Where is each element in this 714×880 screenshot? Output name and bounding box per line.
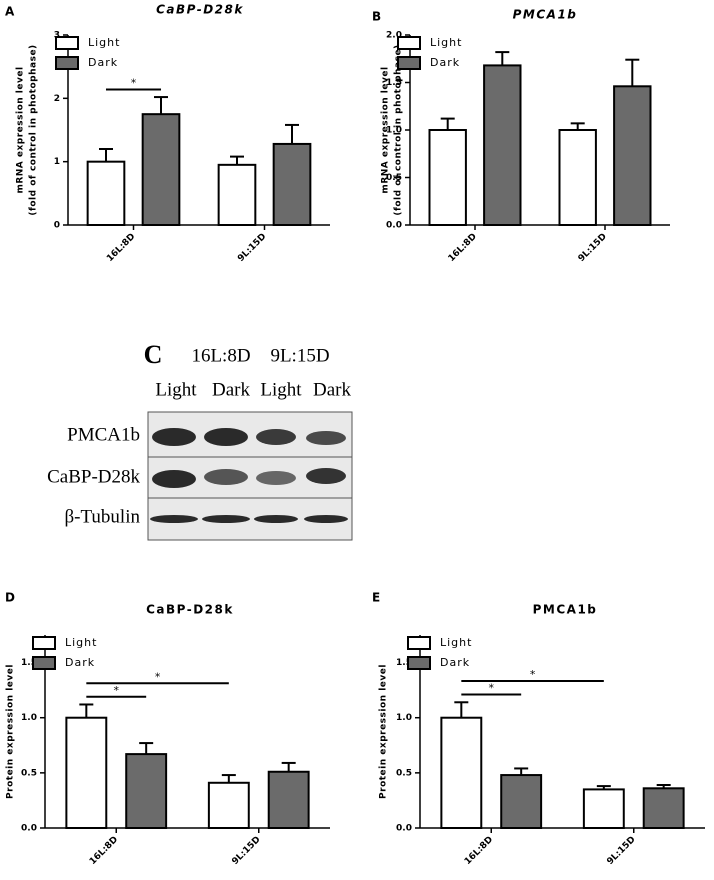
bar [428, 129, 467, 226]
bands [150, 428, 348, 523]
bar [483, 64, 522, 227]
bar [613, 85, 652, 226]
y-tick-label: 1.5 [21, 658, 37, 668]
bar [217, 163, 257, 226]
y-tick-label: 1.5 [386, 78, 402, 88]
y-axis-label: Protein expression level [6, 664, 16, 799]
y-axis-label: Protein expression level [379, 664, 389, 799]
bar [267, 770, 310, 829]
x-tick-label: 16L:8D [88, 835, 120, 867]
significance-label: * [131, 76, 137, 89]
panel-letter: E [372, 591, 380, 605]
y-axis-label: (fold of control in photophase) [394, 44, 404, 215]
bar [125, 753, 168, 830]
group-label: 9L:15D [270, 345, 329, 366]
chart-title: CaBP-D28k [146, 603, 234, 617]
y-axis-label: mRNA expression level [16, 66, 26, 193]
y-tick-label: 0.0 [21, 824, 37, 834]
row-label: β-Tubulin [65, 506, 141, 527]
x-tick-label: 9L:15D [605, 835, 637, 867]
y-tick-label: 0.5 [21, 768, 37, 778]
significance-label: * [114, 684, 120, 697]
significance-label: * [489, 682, 495, 695]
y-tick-label: 1.0 [21, 713, 37, 723]
legend-label: Light [65, 636, 97, 649]
legend-label: Dark [88, 56, 118, 69]
bar [642, 787, 685, 829]
lane-label: Light [155, 379, 197, 400]
y-tick-label: 3 [54, 31, 60, 41]
y-tick-label: 1.0 [396, 713, 412, 723]
panel-letter: C [144, 340, 163, 369]
x-tick-label: 16L:8D [447, 232, 479, 264]
legend-label: Dark [430, 56, 460, 69]
legend-swatch [397, 36, 421, 50]
y-axis-label: (fold of control in photophase) [29, 44, 39, 215]
y-tick-label: 2 [54, 94, 60, 104]
row-label: PMCA1b [67, 424, 140, 445]
y-tick-label: 0.0 [386, 221, 402, 231]
y-tick-label: 0.0 [396, 824, 412, 834]
significance-label: * [155, 670, 161, 683]
bar [440, 716, 483, 830]
bar [582, 788, 625, 830]
x-tick-label: 16L:8D [105, 232, 137, 264]
bar [558, 129, 597, 226]
chart-title: CaBP-D28k [156, 3, 244, 17]
panel-letter: D [5, 591, 15, 605]
x-tick-label: 9L:15D [577, 232, 609, 264]
y-tick-label: 0 [54, 221, 60, 231]
panel-letter: A [5, 5, 15, 19]
chart-title: PMCA1b [513, 8, 578, 22]
x-tick-label: 16L:8D [463, 835, 495, 867]
panel-letter: B [372, 10, 381, 24]
bar [65, 716, 108, 830]
y-tick-label: 0.5 [386, 173, 402, 183]
legend-swatch [32, 656, 56, 670]
significance-label: * [530, 668, 536, 681]
legend-swatch [407, 656, 431, 670]
bar [207, 781, 250, 829]
bar [86, 160, 126, 227]
legend-swatch [397, 56, 421, 70]
y-tick-label: 0.5 [396, 768, 412, 778]
legend-label: Dark [65, 656, 95, 669]
y-tick-label: 1 [54, 157, 60, 167]
x-tick-label: 9L:15D [230, 835, 262, 867]
lane-label: Light [260, 379, 302, 400]
legend-swatch [407, 636, 431, 650]
legend-swatch [55, 36, 79, 50]
y-tick-label: 1.5 [396, 658, 412, 668]
western-blot: C 16L:8D 9L:15D Light Dark Light Dark PM… [47, 340, 353, 541]
row-label: CaBP-D28k [47, 466, 140, 487]
bar [272, 142, 312, 226]
chart-title: PMCA1b [533, 603, 598, 617]
x-tick-label: 9L:15D [236, 232, 268, 264]
y-tick-label: 1.0 [386, 126, 402, 136]
lane-label: Dark [313, 379, 351, 400]
group-label: 16L:8D [191, 345, 250, 366]
legend-label: Light [440, 636, 472, 649]
y-tick-label: 2.0 [386, 31, 402, 41]
legend-label: Dark [440, 656, 470, 669]
y-axis-label: mRNA expression level [381, 66, 391, 193]
legend-swatch [55, 56, 79, 70]
lane-label: Dark [212, 379, 250, 400]
legend-label: Light [430, 36, 462, 49]
bar [141, 113, 181, 226]
bar [500, 774, 543, 830]
legend-label: Light [88, 36, 120, 49]
legend-swatch [32, 636, 56, 650]
